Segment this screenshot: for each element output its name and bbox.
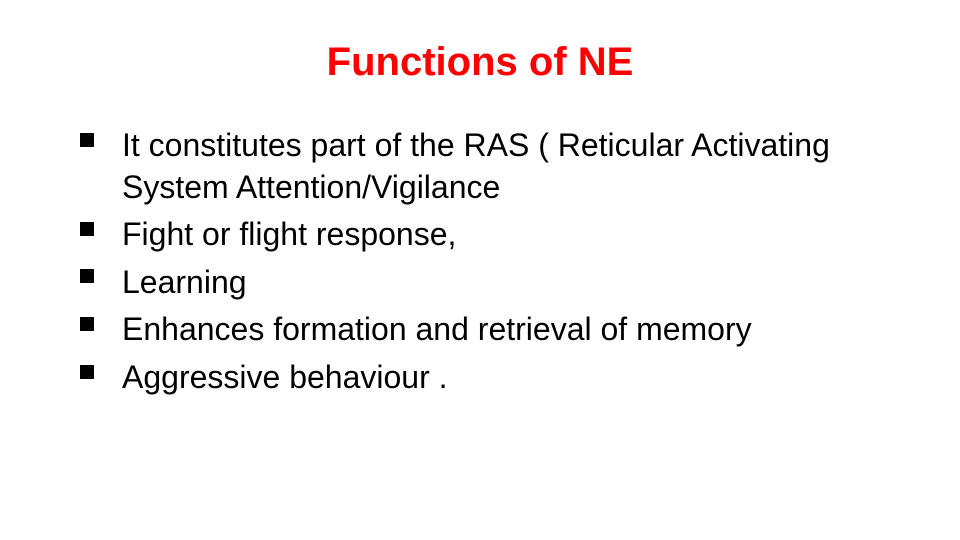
- list-item: Enhances formation and retrieval of memo…: [80, 309, 890, 351]
- slide: Functions of NE It constitutes part of t…: [0, 0, 960, 540]
- bullet-icon: [80, 317, 94, 331]
- list-item: It constitutes part of the RAS ( Reticul…: [80, 125, 890, 208]
- slide-title: Functions of NE: [70, 40, 890, 85]
- bullet-icon: [80, 222, 94, 236]
- list-item-text: Aggressive behaviour .: [122, 357, 890, 399]
- list-item: Learning: [80, 262, 890, 304]
- list-item-text: Fight or flight response,: [122, 214, 890, 256]
- bullet-icon: [80, 365, 94, 379]
- bullet-icon: [80, 133, 94, 147]
- list-item-text: Enhances formation and retrieval of memo…: [122, 309, 890, 351]
- list-item-text: Learning: [122, 262, 890, 304]
- list-item-text: It constitutes part of the RAS ( Reticul…: [122, 125, 890, 208]
- list-item: Fight or flight response,: [80, 214, 890, 256]
- bullet-icon: [80, 269, 94, 283]
- list-item: Aggressive behaviour .: [80, 357, 890, 399]
- bullet-list: It constitutes part of the RAS ( Reticul…: [70, 125, 890, 399]
